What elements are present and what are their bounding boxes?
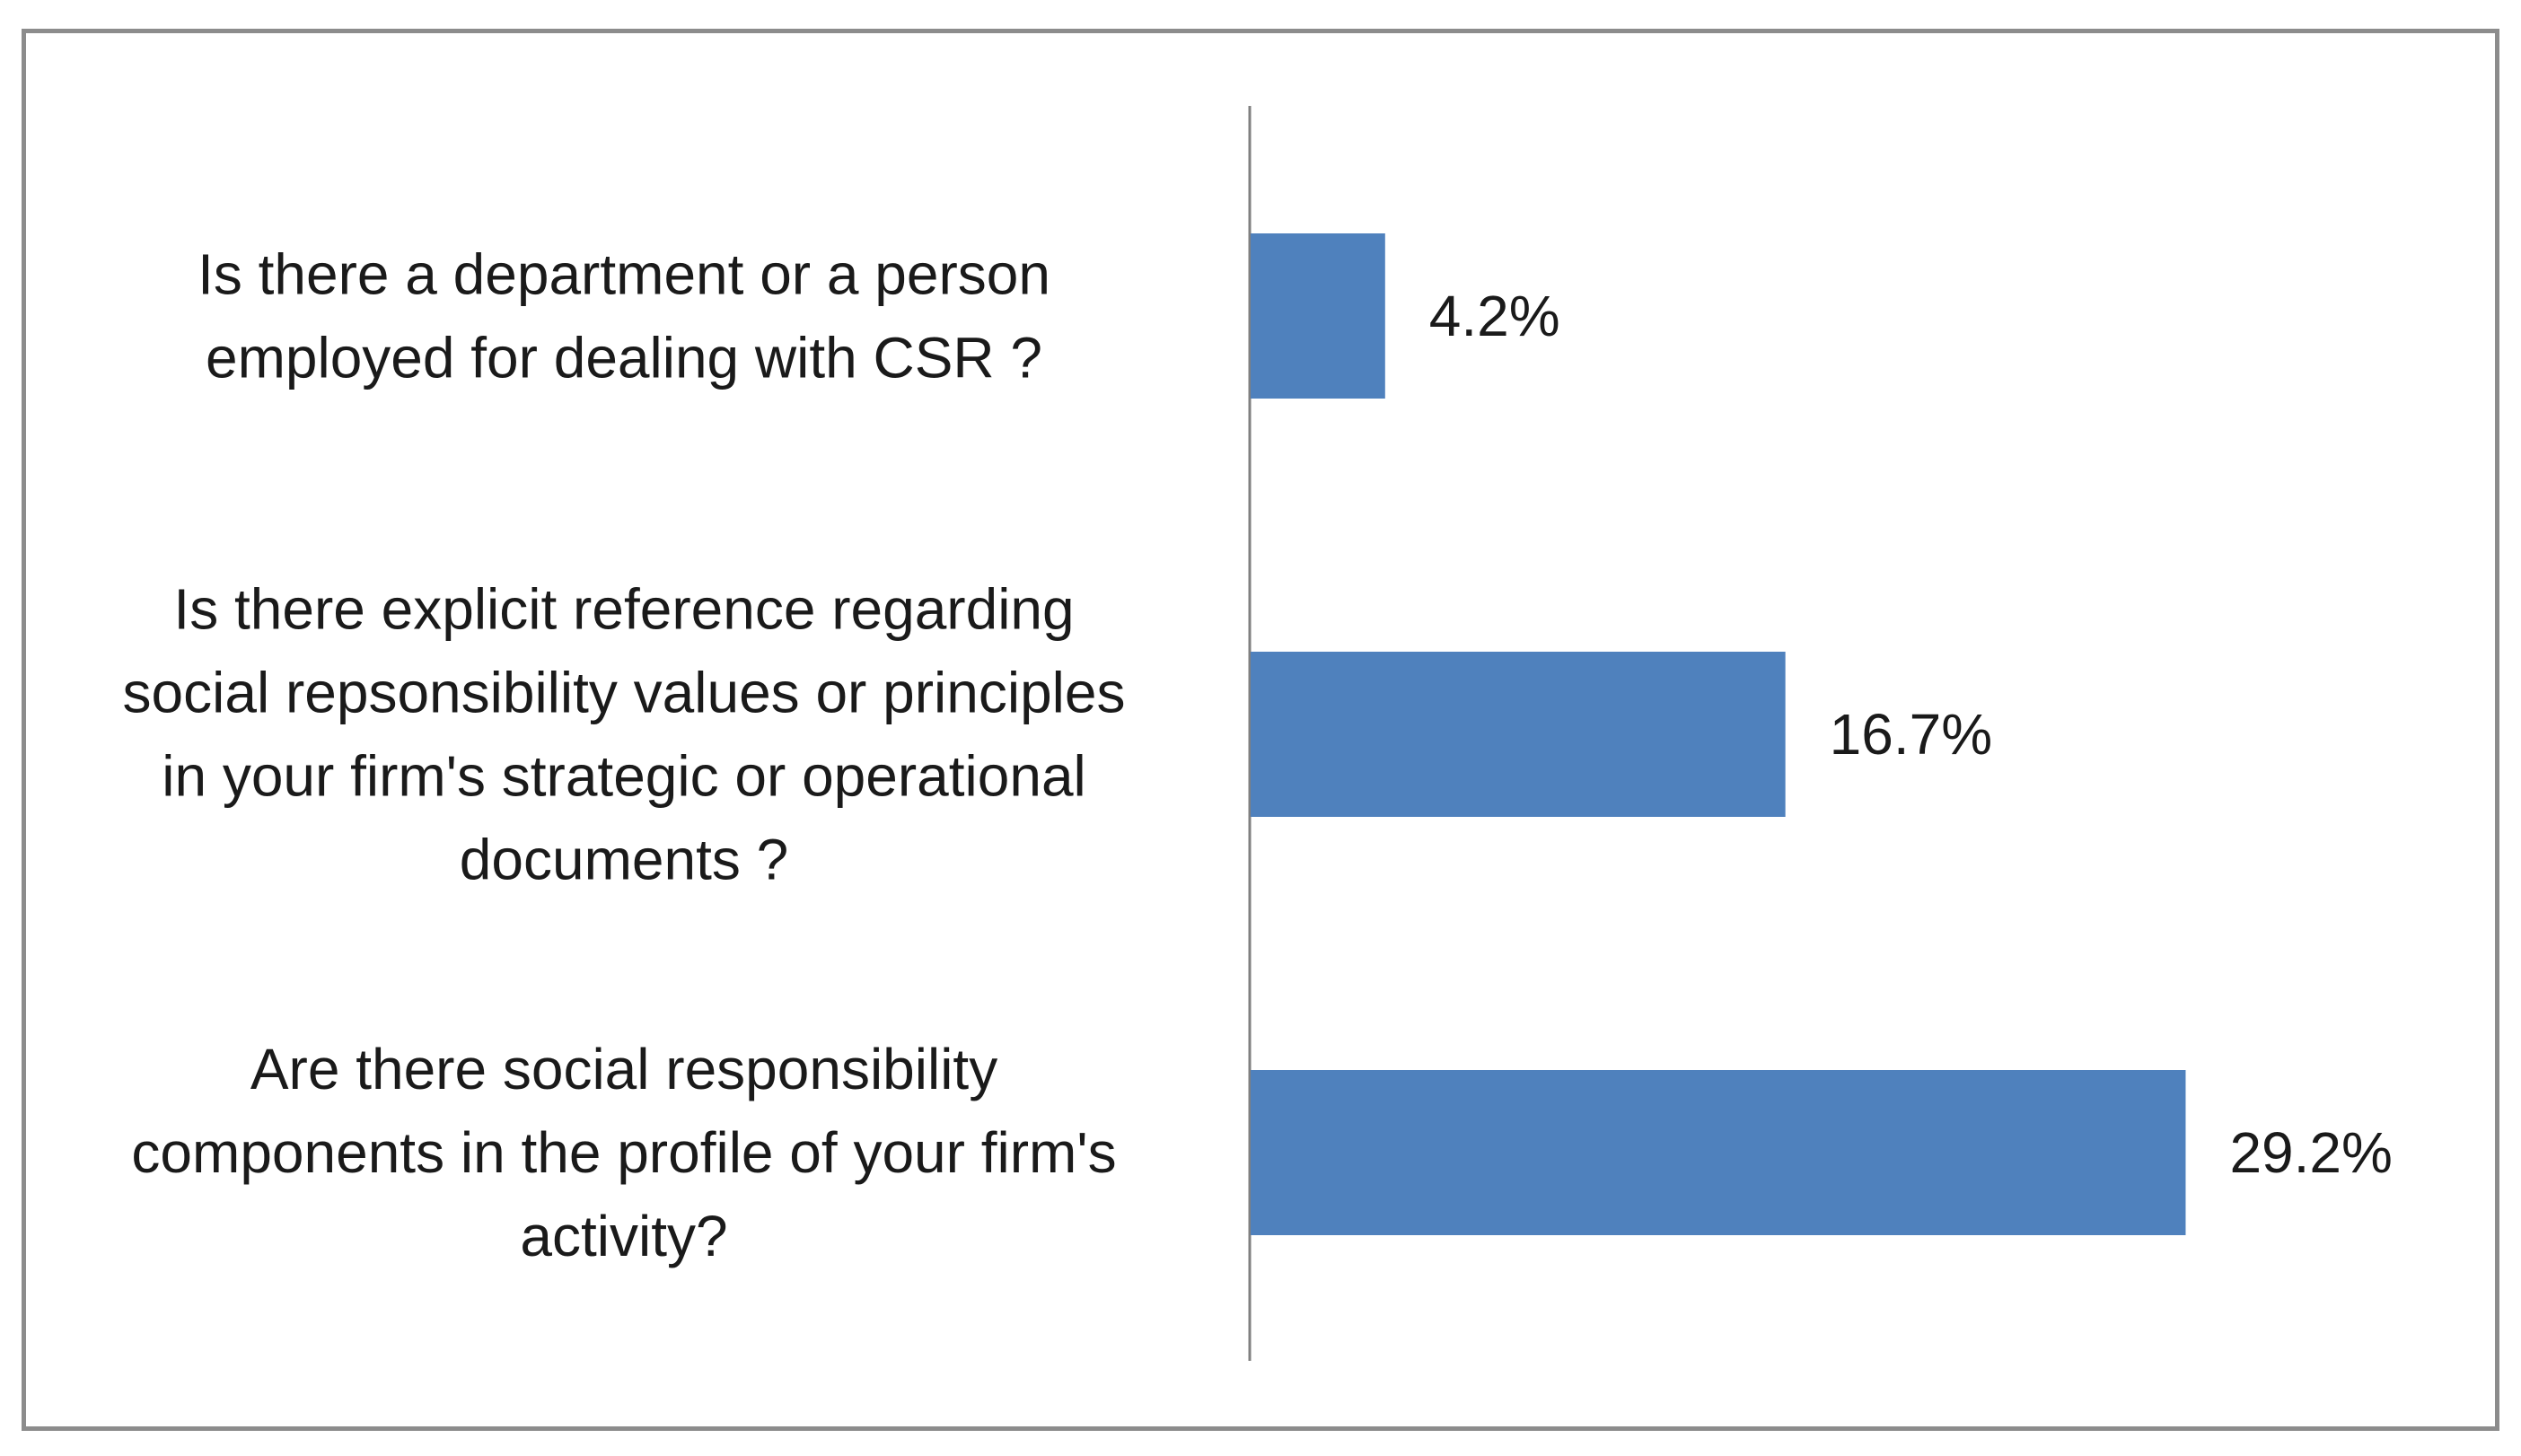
data-label-3: 29.2%	[2229, 1120, 2392, 1185]
category-label-line: employed for dealing with CSR ?	[206, 326, 1042, 390]
bar-3	[1251, 1070, 2186, 1235]
category-label-line: documents ?	[460, 828, 788, 892]
category-label-line: Is there explicit reference regarding	[173, 577, 1074, 642]
category-label-1: Is there a department or a person employe…	[198, 242, 1050, 390]
category-label-line: in your firm's strategic or operational	[162, 744, 1086, 809]
bar-1	[1251, 233, 1385, 399]
category-label-line: Is there a department or a person	[198, 242, 1050, 307]
category-label-line: Are there social responsibility	[250, 1037, 997, 1101]
data-label-1: 4.2%	[1429, 284, 1560, 348]
bars-layer	[1251, 233, 2186, 1235]
data-label-2: 16.7%	[1830, 702, 1992, 767]
category-label-line: activity?	[520, 1204, 727, 1268]
category-label-line: social repsonsibility values or principl…	[123, 661, 1126, 725]
category-label-2: Is there explicit reference regarding soc…	[123, 577, 1126, 892]
category-label-line: components in the profile of your firm's	[131, 1120, 1116, 1185]
labels-layer: 4.2% Is there a department or a person emp…	[123, 242, 2393, 1269]
category-label-3: Are there social responsibility component…	[131, 1037, 1116, 1268]
bar-2	[1251, 652, 1786, 817]
